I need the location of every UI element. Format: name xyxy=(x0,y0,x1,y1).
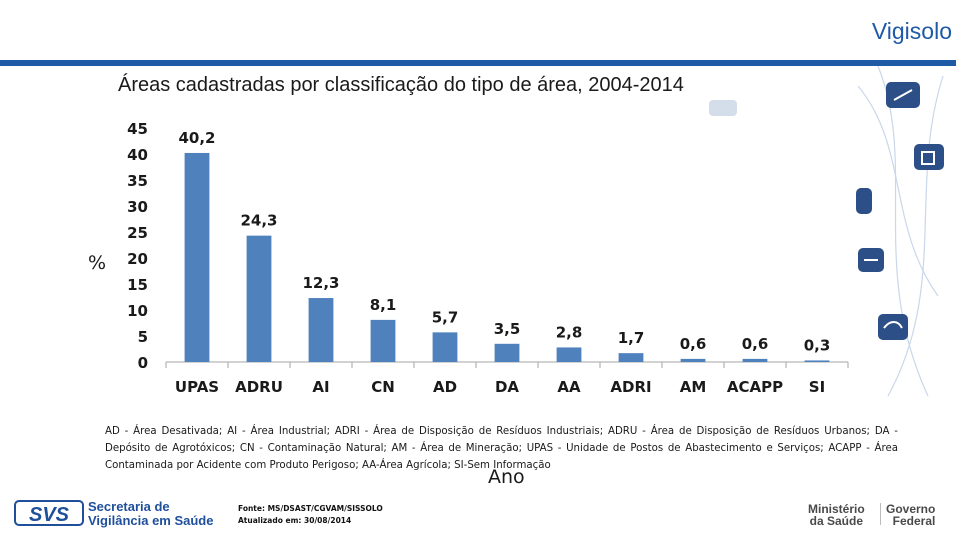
deco-icon-half xyxy=(856,188,872,214)
svs-logo-text: SVS xyxy=(29,504,70,526)
bar xyxy=(432,332,458,362)
app-title: Vigisolo xyxy=(871,18,952,44)
x-tick-label: SI xyxy=(809,378,825,396)
bar xyxy=(804,360,830,362)
y-tick-label: 25 xyxy=(127,224,148,242)
y-tick-label: 20 xyxy=(127,250,148,268)
x-tick-label: AI xyxy=(312,378,329,396)
y-tick-label: 30 xyxy=(127,198,148,216)
bar xyxy=(494,343,520,362)
data-label: 0,6 xyxy=(680,335,707,353)
x-tick-label: DA xyxy=(495,378,519,396)
x-tick-label: ADRI xyxy=(610,378,651,396)
data-label: 1,7 xyxy=(618,329,645,347)
bar xyxy=(308,298,334,362)
svs-logo: SVS xyxy=(14,500,84,526)
x-tick-label: AA xyxy=(557,378,581,396)
deco-icon-marks xyxy=(864,89,935,329)
title-watermark-icon xyxy=(709,100,737,116)
deco-mark-2 xyxy=(921,151,935,165)
y-tick-label: 45 xyxy=(127,120,148,138)
data-label: 12,3 xyxy=(302,274,339,292)
ministerio-logo: Ministério da Saúde xyxy=(808,503,865,527)
governo-logo: Governo Federal xyxy=(886,503,935,527)
x-tick-label: ADRU xyxy=(235,378,283,396)
secretaria-name: Secretaria de Vigilância em Saúde xyxy=(88,500,213,528)
x-tick-label: UPAS xyxy=(175,378,219,396)
governo-line-2: Federal xyxy=(892,514,936,528)
data-label: 0,3 xyxy=(804,336,831,354)
source-line: Fonte: MS/DSAST/CGVAM/SISSOLO xyxy=(238,504,383,513)
bar xyxy=(184,152,210,362)
ministerio-line-2: da Saúde xyxy=(809,514,864,528)
y-tick-label: 35 xyxy=(127,172,148,190)
data-label: 40,2 xyxy=(178,129,215,147)
updated-line: Atualizado em: 30/08/2014 xyxy=(238,516,352,525)
deco-mark-4 xyxy=(883,321,903,329)
deco-mark-1 xyxy=(893,89,913,101)
data-label: 2,8 xyxy=(556,323,583,341)
x-axis-label: Ano xyxy=(488,466,525,488)
x-tick-label: AM xyxy=(680,378,707,396)
x-tick-label: CN xyxy=(371,378,395,396)
bar xyxy=(556,347,582,362)
x-tick-label: ACAPP xyxy=(727,378,783,396)
data-label: 0,6 xyxy=(742,335,769,353)
logo-divider xyxy=(880,503,881,525)
bar xyxy=(680,358,706,362)
legend-note: AD - Área Desativada; AI - Área Industri… xyxy=(105,426,898,471)
decorative-icon-column xyxy=(856,66,944,397)
y-tick-label: 40 xyxy=(127,146,148,164)
source-note: Fonte: MS/DSAST/CGVAM/SISSOLO Atualizado… xyxy=(238,503,383,527)
y-axis-label: % xyxy=(88,252,107,274)
secretaria-line-2: Vigilância em Saúde xyxy=(88,513,214,528)
header-bar xyxy=(0,60,956,66)
deco-icons xyxy=(856,82,944,340)
bar xyxy=(742,358,768,362)
bar xyxy=(246,235,272,362)
y-tick-label: 0 xyxy=(138,354,148,372)
y-tick-label: 10 xyxy=(127,302,148,320)
chart-title: Áreas cadastradas por classificação do t… xyxy=(118,74,684,96)
secretaria-line-1: Secretaria de xyxy=(88,499,170,514)
deco-curve-3 xyxy=(887,75,944,397)
ministerio-line-1: Ministério xyxy=(808,502,865,516)
data-label: 8,1 xyxy=(370,296,397,314)
y-tick-label: 15 xyxy=(127,276,148,294)
data-label: 24,3 xyxy=(240,212,277,230)
x-tick-label: AD xyxy=(433,378,457,396)
y-tick-label: 5 xyxy=(138,328,148,346)
deco-icon-animal xyxy=(878,314,908,340)
data-label: 5,7 xyxy=(432,308,459,326)
bar xyxy=(618,353,644,362)
data-label: 3,5 xyxy=(494,320,521,338)
bar xyxy=(370,319,396,362)
governo-line-1: Governo xyxy=(886,502,936,516)
